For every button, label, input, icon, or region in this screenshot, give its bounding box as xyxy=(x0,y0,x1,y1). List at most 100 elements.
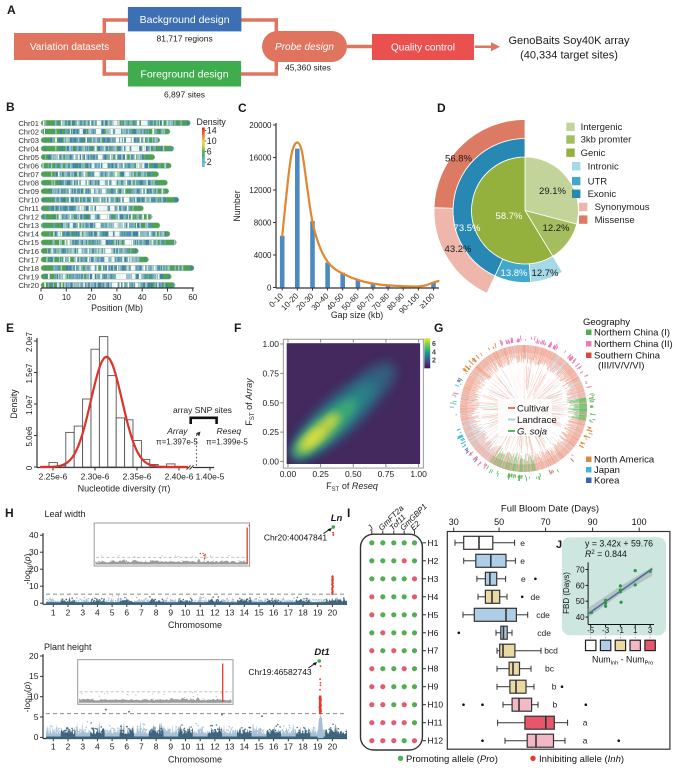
svg-text:Japan: Japan xyxy=(594,465,620,476)
svg-text:Variation datasets: Variation datasets xyxy=(30,42,109,53)
svg-text:0: 0 xyxy=(39,293,44,302)
svg-text:70: 70 xyxy=(541,517,551,527)
svg-text:Gap size (kb): Gap size (kb) xyxy=(331,310,383,320)
svg-text:H5: H5 xyxy=(428,610,439,620)
svg-text:12.2%: 12.2% xyxy=(543,223,570,234)
svg-text:H12: H12 xyxy=(428,736,444,746)
svg-text:0: 0 xyxy=(25,465,34,470)
svg-text:H3: H3 xyxy=(428,574,439,584)
svg-text:2.30e-6: 2.30e-6 xyxy=(81,472,110,482)
svg-text:3kb promter: 3kb promter xyxy=(581,135,632,146)
svg-text:de: de xyxy=(531,592,541,602)
svg-text:bcd: bcd xyxy=(544,646,558,656)
svg-text:Promoting allele (Pro): Promoting allele (Pro) xyxy=(406,754,498,765)
svg-text:H2: H2 xyxy=(428,556,439,566)
svg-text:5: 5 xyxy=(110,608,115,618)
svg-text:North America: North America xyxy=(594,455,655,466)
svg-text:array SNP sites: array SNP sites xyxy=(173,405,232,415)
svg-text:17: 17 xyxy=(284,742,294,752)
svg-text:H7: H7 xyxy=(428,646,439,656)
svg-text:b: b xyxy=(553,700,558,710)
svg-text:a: a xyxy=(583,718,588,728)
svg-text:H10: H10 xyxy=(428,700,444,710)
svg-text:1: 1 xyxy=(633,626,638,635)
svg-text:18: 18 xyxy=(298,742,308,752)
svg-text:10: 10 xyxy=(181,608,191,618)
svg-text:Quality control: Quality control xyxy=(391,42,455,53)
svg-text:y = 3.42x + 59.76: y = 3.42x + 59.76 xyxy=(585,538,653,548)
svg-text:Synonymous: Synonymous xyxy=(595,202,650,213)
svg-text:73.5%: 73.5% xyxy=(454,223,481,234)
svg-text:UTR: UTR xyxy=(588,176,608,187)
svg-text:5: 5 xyxy=(110,742,115,752)
svg-text:58.7%: 58.7% xyxy=(496,211,523,222)
svg-text:(40,334 target sites): (40,334 target sites) xyxy=(520,49,618,61)
svg-text:30: 30 xyxy=(112,293,121,302)
svg-text:56.8%: 56.8% xyxy=(445,154,472,165)
svg-text:19: 19 xyxy=(313,742,323,752)
svg-text:70: 70 xyxy=(576,566,585,575)
svg-text:19: 19 xyxy=(313,608,323,618)
svg-text:2.25e-6: 2.25e-6 xyxy=(39,472,68,482)
svg-text:16: 16 xyxy=(269,608,279,618)
svg-text:A: A xyxy=(7,3,16,17)
svg-text:b: b xyxy=(552,682,557,692)
svg-text:15: 15 xyxy=(29,671,39,681)
svg-text:Geography: Geography xyxy=(583,317,630,328)
svg-text:Dt1: Dt1 xyxy=(314,647,329,658)
svg-text:13: 13 xyxy=(225,608,235,618)
svg-text:I: I xyxy=(347,506,350,520)
svg-text:H1: H1 xyxy=(428,538,439,548)
svg-text:2.40e-6: 2.40e-6 xyxy=(165,472,194,482)
svg-text:0.75: 0.75 xyxy=(262,368,279,378)
svg-text:13.8%: 13.8% xyxy=(501,268,528,279)
svg-text:2: 2 xyxy=(207,157,212,167)
svg-text:2.35e-6: 2.35e-6 xyxy=(123,472,152,482)
svg-text:cde: cde xyxy=(537,628,551,638)
svg-text:Inhibiting allele (Inh): Inhibiting allele (Inh) xyxy=(539,754,624,765)
svg-text:1.00: 1.00 xyxy=(262,339,279,349)
svg-text:Density: Density xyxy=(9,389,19,419)
svg-text:90: 90 xyxy=(588,517,598,527)
svg-text:16: 16 xyxy=(269,742,279,752)
svg-text:7: 7 xyxy=(139,742,144,752)
svg-text:4: 4 xyxy=(432,350,436,357)
svg-text:15: 15 xyxy=(254,742,264,752)
svg-text:12.7%: 12.7% xyxy=(532,268,559,279)
svg-text:C: C xyxy=(238,101,247,115)
svg-text:60: 60 xyxy=(188,293,197,302)
svg-text:2.0e7: 2.0e7 xyxy=(25,331,34,352)
svg-text:-3: -3 xyxy=(602,626,610,635)
svg-text:Missense: Missense xyxy=(595,215,635,226)
svg-text:Exonic: Exonic xyxy=(588,189,617,200)
svg-text:6: 6 xyxy=(124,608,129,618)
svg-text:12000: 12000 xyxy=(249,186,272,195)
svg-text:5.0e6: 5.0e6 xyxy=(25,426,34,447)
svg-text:Northern China (I): Northern China (I) xyxy=(594,328,670,339)
svg-text:30: 30 xyxy=(449,517,459,527)
svg-text:14: 14 xyxy=(207,126,217,136)
svg-text:40: 40 xyxy=(29,530,39,540)
svg-text:17: 17 xyxy=(284,608,294,618)
svg-text:Position (Mb): Position (Mb) xyxy=(91,303,143,313)
svg-text:1: 1 xyxy=(51,608,56,618)
svg-text:-5: -5 xyxy=(587,626,595,635)
svg-text:0.25: 0.25 xyxy=(262,427,279,437)
svg-text:29.1%: 29.1% xyxy=(539,186,566,197)
svg-text:18: 18 xyxy=(298,608,308,618)
svg-text:H: H xyxy=(5,506,14,520)
svg-text:cde: cde xyxy=(536,610,550,620)
svg-text:B: B xyxy=(6,100,15,114)
svg-text:G. soja: G. soja xyxy=(517,427,547,438)
svg-text:R2 = 0.844: R2 = 0.844 xyxy=(585,549,627,559)
svg-text:8: 8 xyxy=(154,742,159,752)
svg-text:2: 2 xyxy=(432,358,436,365)
svg-text:Korea: Korea xyxy=(594,476,620,487)
svg-text:13: 13 xyxy=(225,742,235,752)
svg-text:6: 6 xyxy=(432,341,436,348)
svg-text:3: 3 xyxy=(80,742,85,752)
svg-text:11: 11 xyxy=(196,608,205,618)
svg-text:H9: H9 xyxy=(428,682,439,692)
svg-text:45,360 sites: 45,360 sites xyxy=(285,62,331,72)
svg-text:Landrace: Landrace xyxy=(517,415,557,426)
